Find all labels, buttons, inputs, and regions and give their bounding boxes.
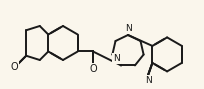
Text: N: N	[145, 76, 152, 85]
Text: O: O	[89, 64, 97, 74]
Text: O: O	[10, 62, 18, 72]
Text: N: N	[125, 24, 131, 33]
Text: N: N	[113, 54, 120, 63]
